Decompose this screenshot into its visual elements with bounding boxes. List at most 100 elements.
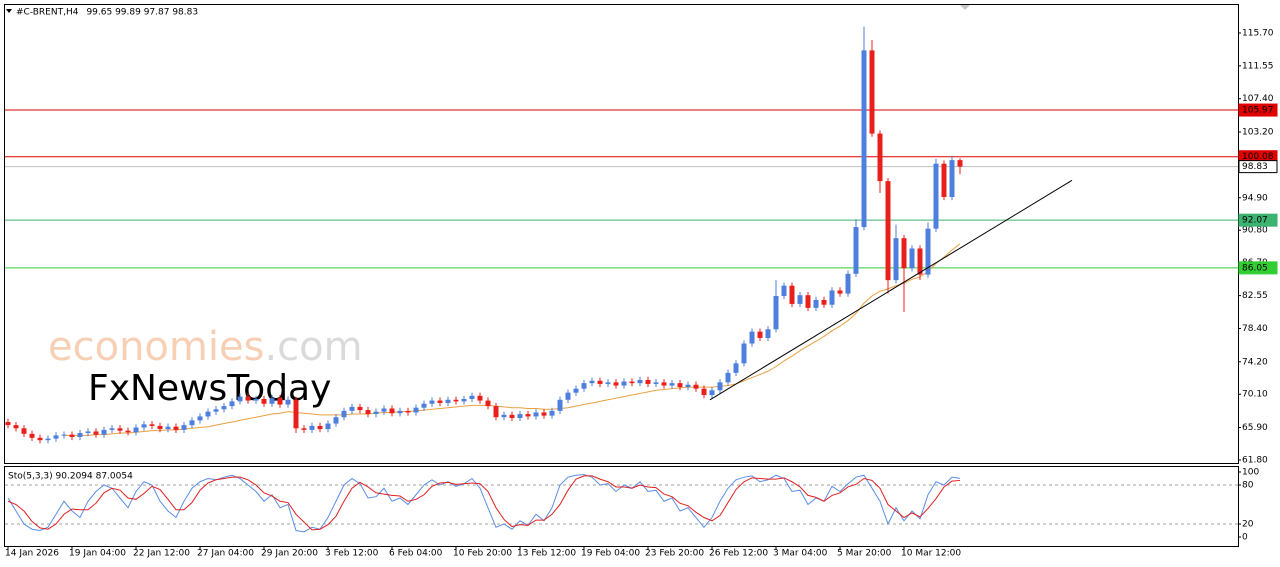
candle-body <box>797 295 803 304</box>
candle-body <box>669 383 675 386</box>
candle-body <box>893 238 899 281</box>
level-label-box <box>1238 103 1278 117</box>
stochastic-panel-frame <box>4 466 1239 547</box>
candle-body <box>565 392 571 400</box>
y-tick-label: 0 <box>1242 533 1248 543</box>
x-tick-label: 6 Feb 04:00 <box>389 549 443 559</box>
level-label: 98.83 <box>1242 162 1268 172</box>
candle-body <box>437 400 443 403</box>
candle-body <box>125 430 131 433</box>
x-tick-label: 3 Feb 12:00 <box>325 549 379 559</box>
candle-body <box>13 425 19 429</box>
trendline <box>709 179 1073 401</box>
level-label: 100.08 <box>1242 152 1274 162</box>
candle-body <box>93 431 99 435</box>
candle-body <box>205 411 211 417</box>
candle-body <box>213 409 219 412</box>
y-tick-label: 100 <box>1242 467 1259 477</box>
candle-body <box>429 400 435 404</box>
main-panel-frame <box>4 4 1239 464</box>
x-tick-label: 19 Jan 04:00 <box>69 549 126 559</box>
candle-body <box>629 381 635 384</box>
candle-body <box>325 423 331 430</box>
candle-body <box>389 408 395 414</box>
candle-body <box>293 399 299 429</box>
candle-body <box>477 395 483 401</box>
x-tick-label: 23 Feb 20:00 <box>645 549 704 559</box>
candle-body <box>501 414 507 418</box>
candle-body <box>277 398 283 405</box>
candle-body <box>149 424 155 426</box>
stochastic-line <box>7 475 961 531</box>
x-tick-label: 22 Jan 12:00 <box>133 549 190 559</box>
candle-body <box>117 428 123 431</box>
watermark-second: FxNewsToday <box>88 368 331 409</box>
candle-body <box>717 382 723 391</box>
y-tick-label: 103.20 <box>1242 127 1274 137</box>
candle-body <box>317 425 323 430</box>
y-tick-label: 107.40 <box>1242 94 1274 104</box>
symbol-title: #C-BRENT,H4 <box>16 8 79 18</box>
candle-body <box>869 50 875 134</box>
candle-body <box>517 414 523 419</box>
x-tick-label: 27 Jan 04:00 <box>197 549 254 559</box>
candle-body <box>805 295 811 308</box>
stochastic-line <box>7 474 961 533</box>
candle-body <box>333 417 339 424</box>
candle-body <box>37 437 43 441</box>
candle-body <box>165 426 171 430</box>
candle-body <box>725 372 731 383</box>
candle-body <box>53 435 59 439</box>
candle-body <box>373 411 379 415</box>
candle-body <box>573 388 579 393</box>
candle-body <box>261 398 267 404</box>
candle-body <box>301 428 307 430</box>
y-tick-label: 61.80 <box>1242 455 1268 465</box>
candle-body <box>141 424 147 428</box>
candle-body <box>845 273 851 294</box>
candle-body <box>269 398 275 404</box>
candle-body <box>789 285 795 304</box>
x-tick-label: 26 Feb 12:00 <box>709 549 768 559</box>
candle-body <box>229 401 235 407</box>
candle-body <box>453 399 459 402</box>
candle-body <box>837 290 843 294</box>
candle-body <box>357 406 363 411</box>
candle-body <box>181 425 187 430</box>
x-tick-label: 10 Feb 20:00 <box>453 549 512 559</box>
candle-body <box>877 133 883 182</box>
candle-body <box>773 295 779 330</box>
candle-body <box>365 410 371 415</box>
candle-body <box>189 420 195 426</box>
x-tick-label: 14 Jan 2026 <box>5 549 59 559</box>
candle-body <box>541 412 547 416</box>
candle-body <box>781 285 787 296</box>
candle-body <box>469 395 475 399</box>
candle-body <box>397 410 403 414</box>
candle-body <box>245 396 251 401</box>
candle-body <box>109 428 115 430</box>
candle-body <box>597 380 603 384</box>
y-tick-label: 74.20 <box>1242 357 1268 367</box>
watermark-brand: economies <box>48 324 264 370</box>
candle-body <box>237 396 243 402</box>
candle-body <box>5 421 11 426</box>
candle-body <box>413 407 419 413</box>
candle-body <box>925 228 931 275</box>
candle-body <box>901 238 907 269</box>
candle-body <box>461 398 467 402</box>
candle-body <box>733 363 739 373</box>
candle-body <box>701 388 707 396</box>
menu-arrow <box>6 9 12 13</box>
candle-body <box>549 410 555 416</box>
candle-body <box>741 343 747 364</box>
candle-body <box>285 399 291 405</box>
candle-body <box>405 410 411 413</box>
candle-body <box>829 290 835 305</box>
y-tick-label: 80 <box>1242 480 1254 490</box>
candle-body <box>933 163 939 229</box>
x-tick-label: 5 Mar 20:00 <box>837 549 892 559</box>
candle-body <box>813 299 819 308</box>
